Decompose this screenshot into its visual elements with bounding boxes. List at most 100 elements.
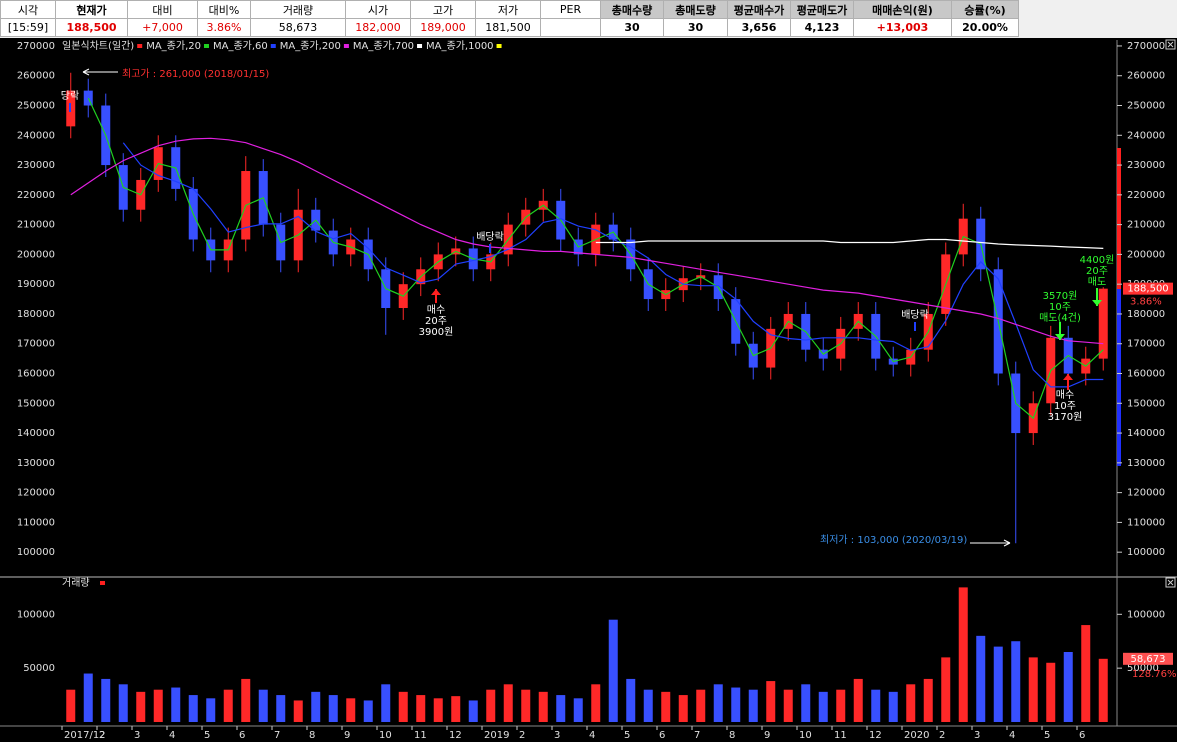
volume-bar <box>258 689 268 722</box>
volume-bar <box>311 691 321 722</box>
x-tick-label: 9 <box>764 730 770 741</box>
close-button[interactable] <box>1165 39 1176 50</box>
x-tick-label: 4 <box>169 730 175 741</box>
volume-tick-label-right: 50000 <box>1127 663 1159 674</box>
header-label: 평균매도가 <box>790 0 854 19</box>
y-tick-label-right: 160000 <box>1127 369 1165 380</box>
x-tick-label: 5 <box>624 730 630 741</box>
legend-label: MA_종가,60 <box>213 40 268 52</box>
header-value: 58,673 <box>250 18 346 37</box>
legend-label: MA_종가,700 <box>353 40 414 52</box>
ma-line <box>595 238 1104 249</box>
y-tick-label: 140000 <box>17 428 55 439</box>
y-tick-label: 270000 <box>17 41 55 52</box>
volume-last-box <box>1123 652 1173 665</box>
trade-label: 매수 <box>427 304 445 316</box>
volume-bar <box>661 691 671 722</box>
y-tick-label: 100000 <box>17 547 55 558</box>
y-tick-label: 120000 <box>17 488 55 499</box>
header-value: 30 <box>600 18 664 37</box>
x-tick-label: 5 <box>1044 730 1050 741</box>
volume-bar <box>573 698 583 722</box>
y-tick-label: 210000 <box>17 220 55 231</box>
x-tick-label: 5 <box>204 730 210 741</box>
trade-arrowhead <box>1055 334 1065 340</box>
header-value: 30 <box>663 18 728 37</box>
volume-bar <box>626 678 636 722</box>
y-tick-label-right: 260000 <box>1127 71 1165 82</box>
volume-bar <box>1046 662 1056 722</box>
volume-bar <box>486 689 496 722</box>
volume-bar <box>451 696 461 722</box>
y-tick-label-right: 250000 <box>1127 101 1165 112</box>
header-value: 188,500 <box>55 18 128 37</box>
legend-swatch <box>203 44 209 48</box>
volume-title: 거래량 <box>62 577 90 589</box>
volume-tick-label: 100000 <box>17 609 55 620</box>
trade-label: 20주 <box>1086 266 1108 277</box>
high-annotation: 최고가 : 261,000 (2018/01/15) <box>122 68 269 80</box>
volume-bar <box>853 678 863 722</box>
y-tick-label: 180000 <box>17 309 55 320</box>
y-tick-label: 200000 <box>17 249 55 260</box>
x-tick-label: 10 <box>799 730 812 741</box>
price-range-down <box>1117 289 1121 466</box>
y-tick-label: 110000 <box>17 517 55 528</box>
volume-bar <box>381 684 391 722</box>
header-bar: 시각 현재가 대비 대비% 거래량 시가 고가 저가 PER 총매수량 총매도량 평균매수가 평균매도가… <box>0 0 1177 38</box>
x-tick-label: 3 <box>974 730 980 741</box>
price-range-up <box>1117 148 1121 289</box>
x-tick-label: 2 <box>939 730 945 741</box>
volume-bar <box>993 646 1003 722</box>
y-tick-label-right: 220000 <box>1127 190 1165 201</box>
volume-bar <box>188 695 198 722</box>
x-tick-label: 12 <box>449 730 462 741</box>
y-tick-label-right: 140000 <box>1127 428 1165 439</box>
x-tick-label: 7 <box>694 730 700 741</box>
volume-bar <box>136 691 146 722</box>
volume-bar <box>731 687 741 722</box>
x-tick-label: 2020 <box>904 730 929 741</box>
close-button[interactable] <box>1165 577 1176 588</box>
volume-last: 58,673 <box>1131 654 1166 665</box>
y-tick-label-right: 240000 <box>1127 130 1165 141</box>
volume-bar <box>591 684 601 722</box>
header-label: 고가 <box>410 0 476 19</box>
volume-bar <box>223 689 233 722</box>
x-tick-label: 11 <box>414 730 427 741</box>
volume-bar <box>766 681 776 722</box>
header-label: 저가 <box>475 0 541 19</box>
y-tick-label: 190000 <box>17 279 55 290</box>
volume-bar <box>118 684 128 722</box>
header-value <box>540 18 601 37</box>
x-tick-label: 6 <box>659 730 665 741</box>
x-tick-label: 2 <box>519 730 525 741</box>
legend-swatch <box>417 44 423 48</box>
header-label: 총매수량 <box>600 0 664 19</box>
y-tick-label-right: 180000 <box>1127 309 1165 320</box>
volume-bar <box>538 691 548 722</box>
volume-bar <box>328 695 338 722</box>
x-tick-label: 10 <box>379 730 392 741</box>
y-tick-label: 150000 <box>17 398 55 409</box>
header-label: 평균매수가 <box>727 0 791 19</box>
volume-bar <box>713 684 723 722</box>
legend-swatch <box>343 44 349 48</box>
trade-label: 10주 <box>1049 302 1071 313</box>
y-tick-label: 220000 <box>17 190 55 201</box>
y-tick-label-right: 170000 <box>1127 339 1165 350</box>
x-tick-label: 6 <box>1079 730 1085 741</box>
header-value: +7,000 <box>127 18 198 37</box>
y-tick-label-right: 120000 <box>1127 488 1165 499</box>
y-tick-label: 230000 <box>17 160 55 171</box>
volume-bar <box>153 689 163 722</box>
x-tick-label: 8 <box>729 730 735 741</box>
y-tick-label-right: 270000 <box>1127 41 1165 52</box>
header-label: 현재가 <box>55 0 128 19</box>
trade-label: 매수 <box>1056 389 1074 401</box>
volume-bar <box>521 689 531 722</box>
ma-line <box>122 142 1104 388</box>
legend-label: MA_종가,20 <box>146 40 201 52</box>
